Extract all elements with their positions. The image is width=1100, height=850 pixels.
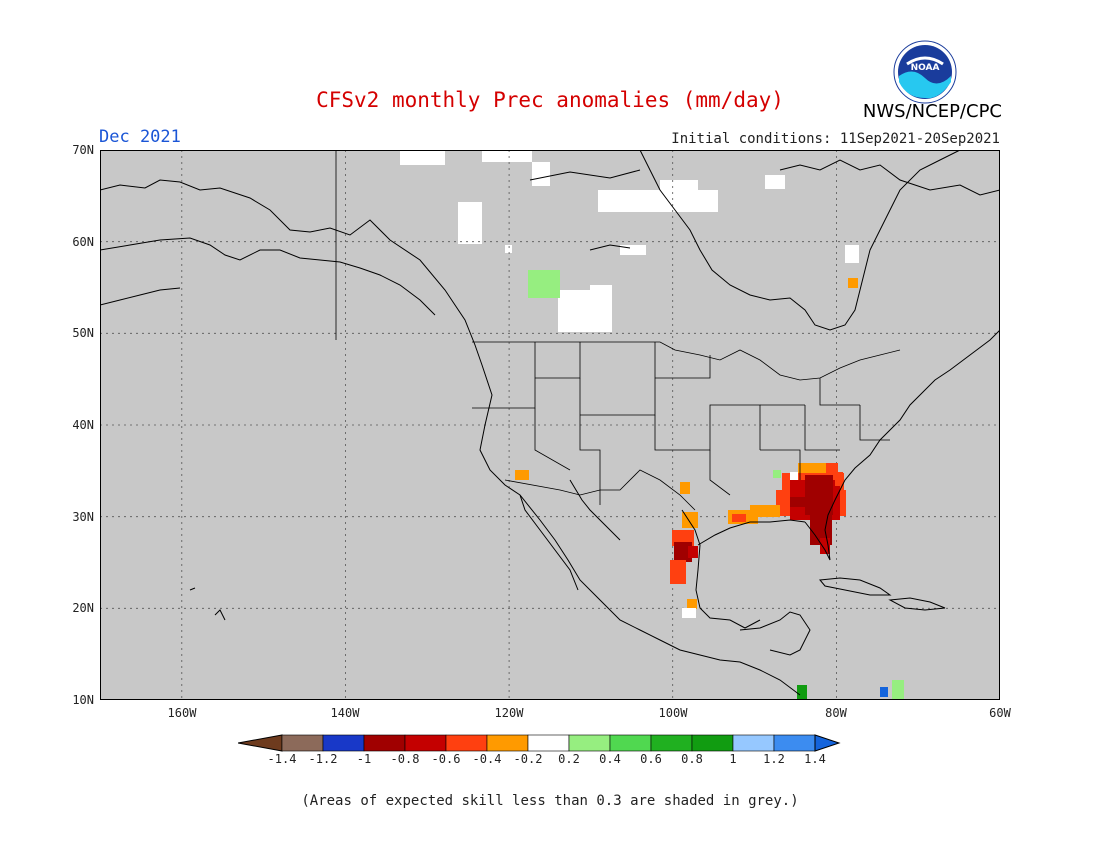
colorbar-swatch — [322, 734, 365, 752]
colorbar-swatch — [609, 734, 652, 752]
lon-label-120w: 120W — [494, 706, 524, 720]
colorbar-label: -0.8 — [390, 752, 420, 766]
near-zero-anomaly-regions — [400, 150, 859, 332]
colorbar-label: 0.6 — [640, 752, 662, 766]
colorbar-arrow-high — [814, 734, 841, 752]
colorbar-label: 1 — [729, 752, 737, 766]
anomaly-quebec — [848, 278, 858, 288]
lat-label-20n: 20N — [72, 601, 94, 615]
agency-label: NWS/NCEP/CPC — [862, 101, 1002, 122]
colorbar-label: -0.6 — [431, 752, 461, 766]
colorbar-swatch — [650, 734, 693, 752]
colorbar-label: 0.8 — [681, 752, 703, 766]
lon-label-60w: 60W — [989, 706, 1011, 720]
colorbar — [238, 734, 841, 752]
skill-note: (Areas of expected skill less than 0.3 a… — [301, 793, 799, 809]
colorbar-swatch — [527, 734, 570, 752]
colorbar-label: 0.2 — [558, 752, 580, 766]
colorbar-label: 1.4 — [804, 752, 826, 766]
colorbar-swatch — [445, 734, 488, 752]
colorbar-label: 0.4 — [599, 752, 621, 766]
lat-label-10n: 10N — [72, 693, 94, 707]
colorbar-label: 1.2 — [763, 752, 785, 766]
noaa-logo: NOAA — [893, 40, 957, 104]
colorbar-swatch — [773, 734, 816, 752]
initial-conditions: Initial conditions: 11Sep2021-20Sep2021 — [671, 131, 1000, 147]
lat-label-60n: 60N — [72, 235, 94, 249]
negative-anomaly-southeast — [728, 463, 846, 554]
colorbar-swatch — [732, 734, 775, 752]
lat-label-30n: 30N — [72, 510, 94, 524]
positive-anomaly-central-america — [797, 685, 807, 700]
lat-label-40n: 40N — [72, 418, 94, 432]
lon-label-80w: 80W — [825, 706, 847, 720]
colorbar-label: -1.4 — [267, 752, 297, 766]
positive-anomaly-canada — [528, 270, 560, 298]
colorbar-swatch — [281, 734, 324, 752]
negative-anomaly-gulf-coast — [515, 470, 698, 618]
colorbar-arrow-low — [238, 734, 283, 752]
lon-label-140w: 140W — [330, 706, 360, 720]
colorbar-swatch — [486, 734, 529, 752]
colorbar-swatch — [691, 734, 734, 752]
coastlines — [100, 150, 1000, 696]
lon-label-160w: 160W — [167, 706, 197, 720]
colorbar-swatch — [363, 734, 406, 752]
colorbar-label: -0.4 — [472, 752, 502, 766]
map-title: CFSv2 monthly Prec anomalies (mm/day) — [316, 88, 784, 112]
graticule — [100, 150, 1000, 700]
lon-label-100w: 100W — [658, 706, 688, 720]
colorbar-label: -0.2 — [513, 752, 543, 766]
colorbar-swatch — [404, 734, 447, 752]
colorbar-swatch — [568, 734, 611, 752]
precip-anomaly-map — [100, 150, 1000, 700]
forecast-month: Dec 2021 — [99, 127, 181, 147]
svg-text:NOAA: NOAA — [911, 63, 940, 73]
political-borders — [335, 150, 901, 511]
colorbar-label: -1.2 — [308, 752, 338, 766]
colorbar-label: -1 — [356, 752, 372, 766]
lat-label-70n: 70N — [72, 143, 94, 157]
positive-anomaly-caribbean — [880, 687, 888, 697]
lat-label-50n: 50N — [72, 326, 94, 340]
